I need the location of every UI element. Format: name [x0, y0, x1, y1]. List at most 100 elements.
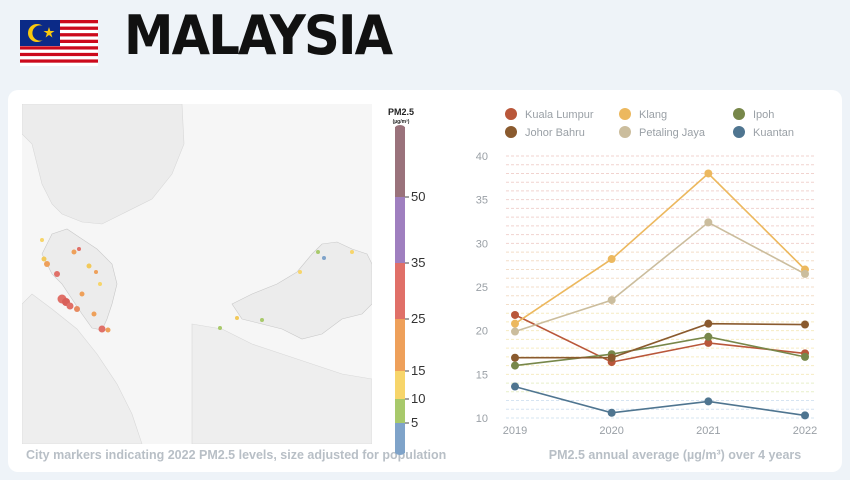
series-line: [515, 322, 806, 359]
legend-label: Klang: [639, 109, 667, 121]
flag-stripe: [20, 56, 98, 60]
data-point: [801, 352, 809, 361]
city-marker: [350, 250, 354, 254]
city-marker: [44, 261, 50, 267]
malaysia-map: [22, 104, 372, 444]
city-marker: [316, 250, 320, 254]
city-marker: [54, 271, 60, 277]
city-markers: [40, 238, 354, 333]
scale-cap-top: [395, 125, 405, 131]
y-tick-label: 10: [476, 413, 488, 425]
series-line: [514, 314, 806, 363]
city-marker: [79, 291, 85, 297]
x-tick-label: 2019: [503, 425, 527, 437]
legend-label: Ipoh: [753, 109, 774, 121]
scale-title: PM2.5: [387, 107, 414, 117]
chart-caption: PM2.5 annual average (µg/m³) over 4 year…: [548, 448, 802, 462]
city-marker: [40, 238, 44, 242]
scale-tick-label: 50: [411, 189, 425, 204]
city-marker: [71, 249, 77, 255]
scale-segment: [395, 197, 405, 263]
x-tick-label: 2020: [599, 425, 623, 437]
scale-tick-label: 15: [411, 363, 425, 378]
legend-marker: [505, 126, 517, 138]
scale-tick-label: 25: [411, 311, 425, 326]
flag-stripe: [20, 52, 98, 57]
city-marker: [218, 326, 222, 330]
data-point: [511, 327, 519, 336]
y-tick-label: 40: [476, 151, 488, 163]
scale-tick-label: 5: [411, 415, 418, 430]
city-marker: [322, 256, 326, 260]
flag-stripe: [20, 62, 98, 66]
city-marker: [98, 325, 106, 333]
data-point: [704, 319, 713, 328]
scale-unit: (µg/m³): [392, 119, 410, 125]
flag-stripe: [20, 46, 98, 50]
legend-marker: [505, 108, 517, 120]
data-point: [704, 169, 713, 178]
city-marker: [74, 306, 80, 312]
legend-label: Kuantan: [753, 127, 794, 139]
data-point: [801, 320, 809, 329]
series-line: [514, 385, 806, 417]
y-tick-label: 30: [476, 238, 488, 250]
data-point: [607, 353, 616, 362]
series-line: [514, 221, 806, 333]
data-point: [704, 397, 713, 406]
scale-segment: [395, 263, 405, 319]
city-marker: [105, 327, 111, 333]
city-marker: [66, 302, 74, 310]
scale-segment: [395, 127, 405, 197]
data-point: [704, 332, 713, 341]
scale-segment: [395, 319, 405, 371]
page-title: MALAYSIA: [124, 4, 393, 67]
city-marker: [94, 270, 98, 274]
scale-cap-bottom: [395, 449, 405, 455]
city-marker: [260, 318, 264, 322]
y-tick-label: 25: [476, 282, 488, 294]
legend-marker: [733, 108, 745, 120]
page-header: MALAYSIA: [0, 0, 850, 88]
data-point: [511, 353, 519, 362]
data-point: [704, 218, 713, 227]
legend-marker: [619, 126, 631, 138]
data-point: [607, 408, 616, 417]
scale-tick-label: 35: [411, 255, 425, 270]
legend-label: Johor Bahru: [525, 127, 585, 139]
legend-label: Kuala Lumpur: [525, 109, 594, 121]
x-tick-label: 2021: [696, 425, 720, 437]
y-tick-label: 35: [476, 195, 488, 207]
data-point: [801, 269, 809, 278]
scale-segment: [395, 399, 405, 423]
flag-stripe: [20, 49, 98, 54]
data-point: [511, 319, 519, 328]
malaysia-flag-icon: [20, 20, 98, 66]
city-marker: [98, 282, 102, 286]
scale-tick-label: 10: [411, 391, 425, 406]
city-marker: [41, 256, 47, 262]
scale-segment: [395, 371, 405, 399]
y-tick-label: 20: [476, 326, 488, 338]
data-point: [607, 296, 616, 305]
city-marker: [77, 247, 81, 251]
y-tick-label: 15: [476, 369, 488, 381]
series-line: [514, 335, 806, 367]
data-point: [704, 338, 713, 347]
series-line: [514, 172, 806, 325]
city-marker: [298, 270, 302, 274]
data-point: [511, 361, 519, 370]
data-point: [607, 255, 616, 264]
legend-marker: [733, 126, 745, 138]
x-tick-label: 2022: [793, 425, 817, 437]
city-marker: [86, 263, 92, 269]
legend-marker: [619, 108, 631, 120]
scale-segment: [395, 423, 405, 453]
legend-label: Petaling Jaya: [639, 127, 706, 139]
data-point: [801, 411, 809, 420]
pm25-line-chart: Kuala Lumpur Klang Ipoh Johor Bahru Petaling…: [476, 108, 817, 437]
data-point: [511, 382, 519, 391]
map-caption: City markers indicating 2022 PM2.5 level…: [26, 448, 447, 462]
data-point: [511, 310, 519, 319]
flag-stripe: [20, 59, 98, 63]
